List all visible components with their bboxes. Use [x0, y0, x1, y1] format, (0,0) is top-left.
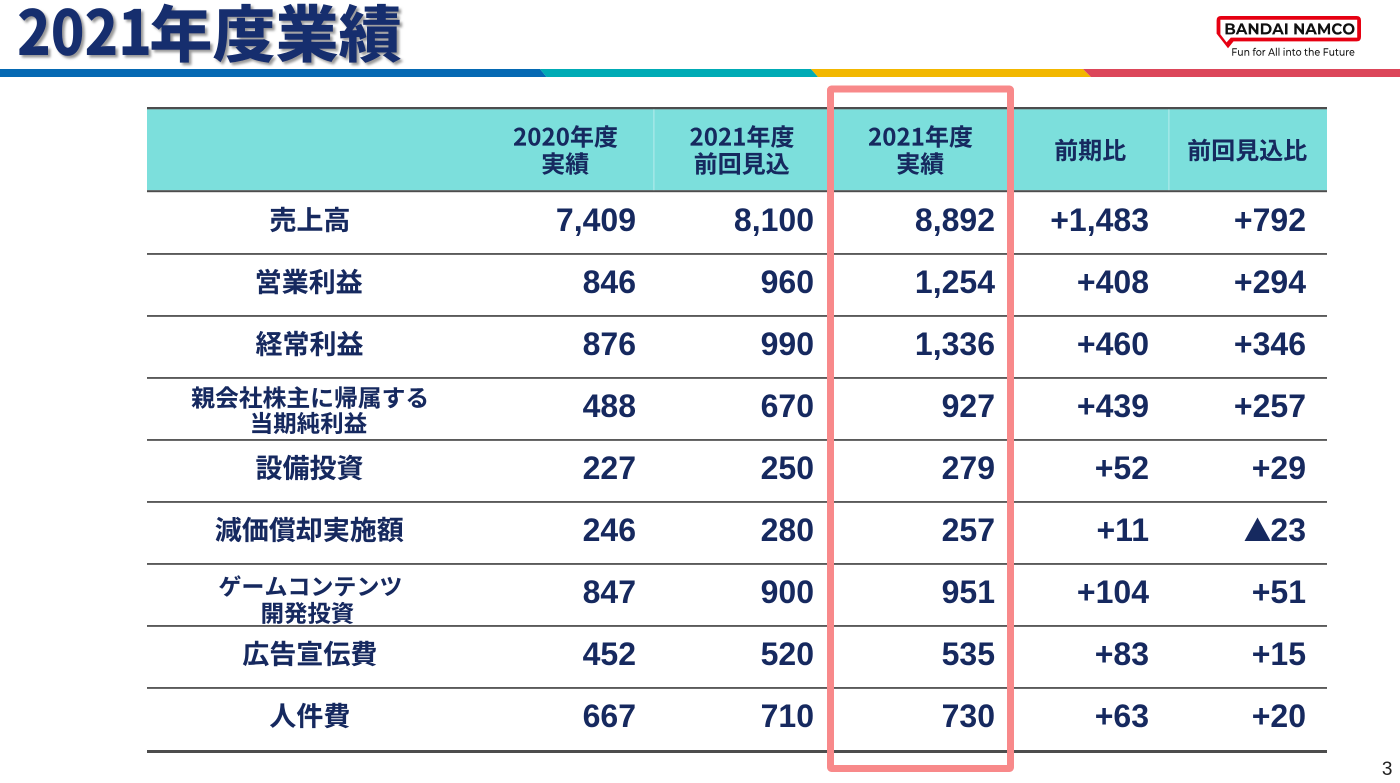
svg-text:+29: +29: [1252, 450, 1306, 486]
svg-text:250: 250: [761, 450, 814, 486]
svg-text:488: 488: [583, 388, 636, 424]
svg-text:927: 927: [942, 388, 995, 424]
svg-text:667: 667: [583, 698, 636, 734]
svg-text:+346: +346: [1234, 326, 1306, 362]
svg-text:+83: +83: [1095, 636, 1149, 672]
svg-text:280: 280: [761, 512, 814, 548]
svg-text:520: 520: [761, 636, 814, 672]
svg-text:23: 23: [1270, 512, 1306, 548]
svg-text:+294: +294: [1234, 264, 1306, 300]
svg-text:951: 951: [942, 574, 995, 610]
svg-text:+104: +104: [1077, 574, 1149, 610]
svg-text:1,254: 1,254: [915, 264, 995, 300]
svg-text:670: 670: [761, 388, 814, 424]
svg-text:8,100: 8,100: [734, 202, 814, 238]
svg-text:846: 846: [583, 264, 636, 300]
svg-text:730: 730: [942, 698, 995, 734]
svg-text:8,892: 8,892: [915, 202, 995, 238]
svg-text:+51: +51: [1252, 574, 1306, 610]
svg-text:+257: +257: [1234, 388, 1306, 424]
svg-text:+1,483: +1,483: [1050, 202, 1149, 238]
svg-text:1,336: 1,336: [915, 326, 995, 362]
svg-text:+11: +11: [1096, 512, 1149, 548]
svg-text:+63: +63: [1095, 698, 1149, 734]
svg-text:535: 535: [942, 636, 995, 672]
svg-text:257: 257: [942, 512, 995, 548]
svg-text:452: 452: [583, 636, 636, 672]
svg-text:+15: +15: [1252, 636, 1306, 672]
svg-text:710: 710: [761, 698, 814, 734]
svg-text:7,409: 7,409: [556, 202, 636, 238]
svg-text:279: 279: [942, 450, 995, 486]
svg-text:960: 960: [761, 264, 814, 300]
svg-text:3: 3: [1382, 759, 1393, 780]
svg-text:900: 900: [761, 574, 814, 610]
svg-text:990: 990: [761, 326, 814, 362]
svg-text:246: 246: [583, 512, 636, 548]
svg-text:+20: +20: [1252, 698, 1306, 734]
svg-text:+460: +460: [1077, 326, 1149, 362]
svg-text:847: 847: [583, 574, 636, 610]
svg-text:+408: +408: [1077, 264, 1149, 300]
svg-text:+792: +792: [1234, 202, 1306, 238]
svg-text:227: 227: [583, 450, 636, 486]
svg-text:+439: +439: [1077, 388, 1149, 424]
svg-text:876: 876: [583, 326, 636, 362]
svg-text:+52: +52: [1095, 450, 1149, 486]
